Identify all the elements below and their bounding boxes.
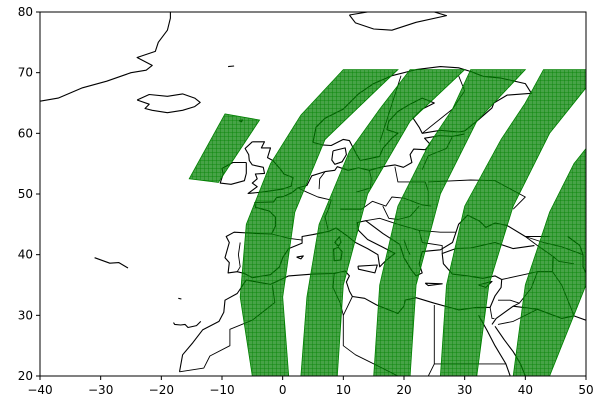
x-tick-label: 40 bbox=[518, 383, 533, 397]
satellite-swath-4 bbox=[373, 69, 527, 376]
country-border-10 bbox=[365, 217, 399, 225]
x-tick-label: −30 bbox=[88, 383, 113, 397]
coastline-jutland bbox=[331, 147, 347, 165]
coastline-crete bbox=[424, 282, 443, 287]
swath-layer bbox=[188, 69, 586, 376]
y-tick-label: 40 bbox=[18, 248, 33, 262]
x-tick-label: 0 bbox=[279, 383, 287, 397]
coastline-jan-mayen bbox=[228, 65, 235, 68]
x-axis: −40 −30 −20 −10 0 10 20 30 40 50 bbox=[27, 376, 594, 397]
coastline-mallorca bbox=[296, 255, 304, 260]
x-tick-label: 50 bbox=[578, 383, 593, 397]
country-border-0 bbox=[236, 242, 241, 272]
x-tick-label: −10 bbox=[209, 383, 234, 397]
satellite-swath-5 bbox=[439, 69, 586, 376]
satellite-swath-1 bbox=[188, 113, 261, 183]
y-axis: 20 30 40 50 60 70 80 bbox=[18, 5, 40, 383]
x-tick-label: 10 bbox=[336, 383, 351, 397]
coastline-iceland bbox=[136, 93, 201, 114]
coastline-canaries bbox=[173, 321, 202, 329]
satellite-swath-6 bbox=[512, 147, 586, 376]
satellite-swath-3 bbox=[300, 69, 466, 376]
y-tick-label: 60 bbox=[18, 126, 33, 140]
y-tick-label: 80 bbox=[18, 5, 33, 19]
coastline-svalbard bbox=[348, 12, 448, 31]
satellite-swath-2 bbox=[239, 69, 399, 376]
country-border-3 bbox=[318, 171, 326, 190]
y-tick-label: 30 bbox=[18, 308, 33, 322]
country-border-24 bbox=[513, 302, 520, 307]
coastline-azores bbox=[94, 257, 129, 269]
x-tick-label: −20 bbox=[149, 383, 174, 397]
x-tick-label: 30 bbox=[457, 383, 472, 397]
coastline-madeira bbox=[178, 297, 182, 300]
x-tick-label: 20 bbox=[396, 383, 411, 397]
country-border-18 bbox=[342, 296, 435, 376]
country-border-20 bbox=[489, 307, 495, 319]
coastline-greenland bbox=[40, 12, 171, 102]
x-tick-label: −40 bbox=[27, 383, 52, 397]
y-tick-label: 50 bbox=[18, 187, 33, 201]
coastline-great-britain bbox=[244, 141, 294, 194]
coastline-sicily bbox=[357, 264, 378, 274]
y-tick-label: 20 bbox=[18, 369, 33, 383]
coastline-red-sea bbox=[478, 315, 511, 376]
y-tick-label: 70 bbox=[18, 66, 33, 80]
